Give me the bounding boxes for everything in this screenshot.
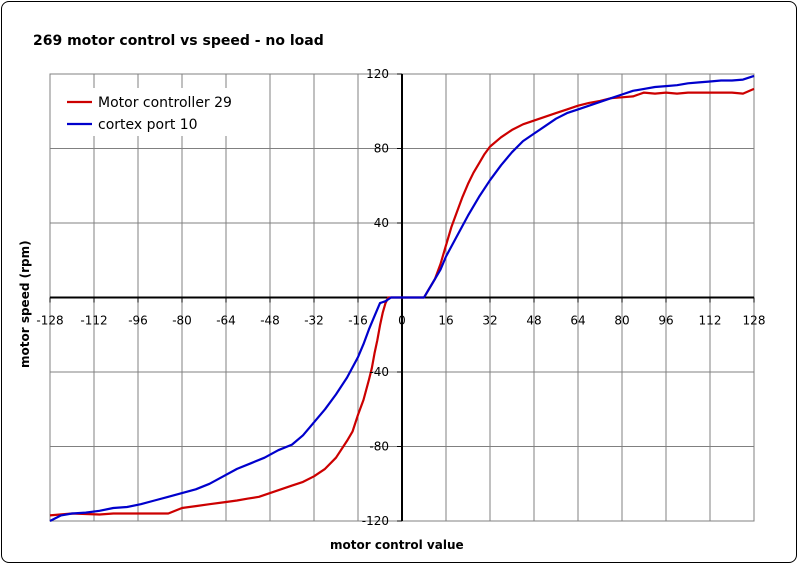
y-tick-label: -40 — [369, 365, 389, 379]
tick-labels: -128 -112 -96 -80 -64 -48 -32 -16 0 16 32 48 64 80 96 1… — [36, 67, 765, 528]
x-tick-label: 64 — [570, 314, 585, 328]
x-tick-label: -16 — [348, 314, 368, 328]
x-axis-label: motor control value — [330, 538, 464, 552]
x-tick-label: 32 — [482, 314, 497, 328]
y-tick-label: 80 — [374, 142, 389, 156]
x-tick-label: -128 — [36, 314, 63, 328]
legend-box — [60, 88, 250, 136]
y-tick-label: -80 — [369, 440, 389, 454]
x-tick-label: 96 — [658, 314, 673, 328]
legend: Motor controller 29 cortex port 10 — [60, 88, 250, 136]
x-tick-label: 128 — [743, 314, 766, 328]
y-tick-label: 120 — [366, 67, 389, 81]
x-tick-label: 80 — [614, 314, 629, 328]
x-tick-label: -80 — [172, 314, 192, 328]
x-tick-label: -64 — [216, 314, 236, 328]
x-tick-label: 112 — [699, 314, 722, 328]
legend-label-1: Motor controller 29 — [98, 95, 232, 111]
chart-title: 269 motor control vs speed - no load — [33, 33, 324, 49]
x-tick-label: 16 — [438, 314, 453, 328]
y-tick-label: 40 — [374, 216, 389, 230]
series-lines — [49, 74, 755, 522]
legend-label-2: cortex port 10 — [98, 117, 198, 133]
x-tick-label: -32 — [304, 314, 324, 328]
x-tick-label: -112 — [80, 314, 107, 328]
x-tick-label: 48 — [526, 314, 541, 328]
x-tick-label: -48 — [260, 314, 280, 328]
x-tick-label: -96 — [128, 314, 148, 328]
x-tick-label: 0 — [398, 314, 406, 328]
y-tick-label: -120 — [362, 514, 389, 528]
series-line-2 — [49, 74, 755, 522]
